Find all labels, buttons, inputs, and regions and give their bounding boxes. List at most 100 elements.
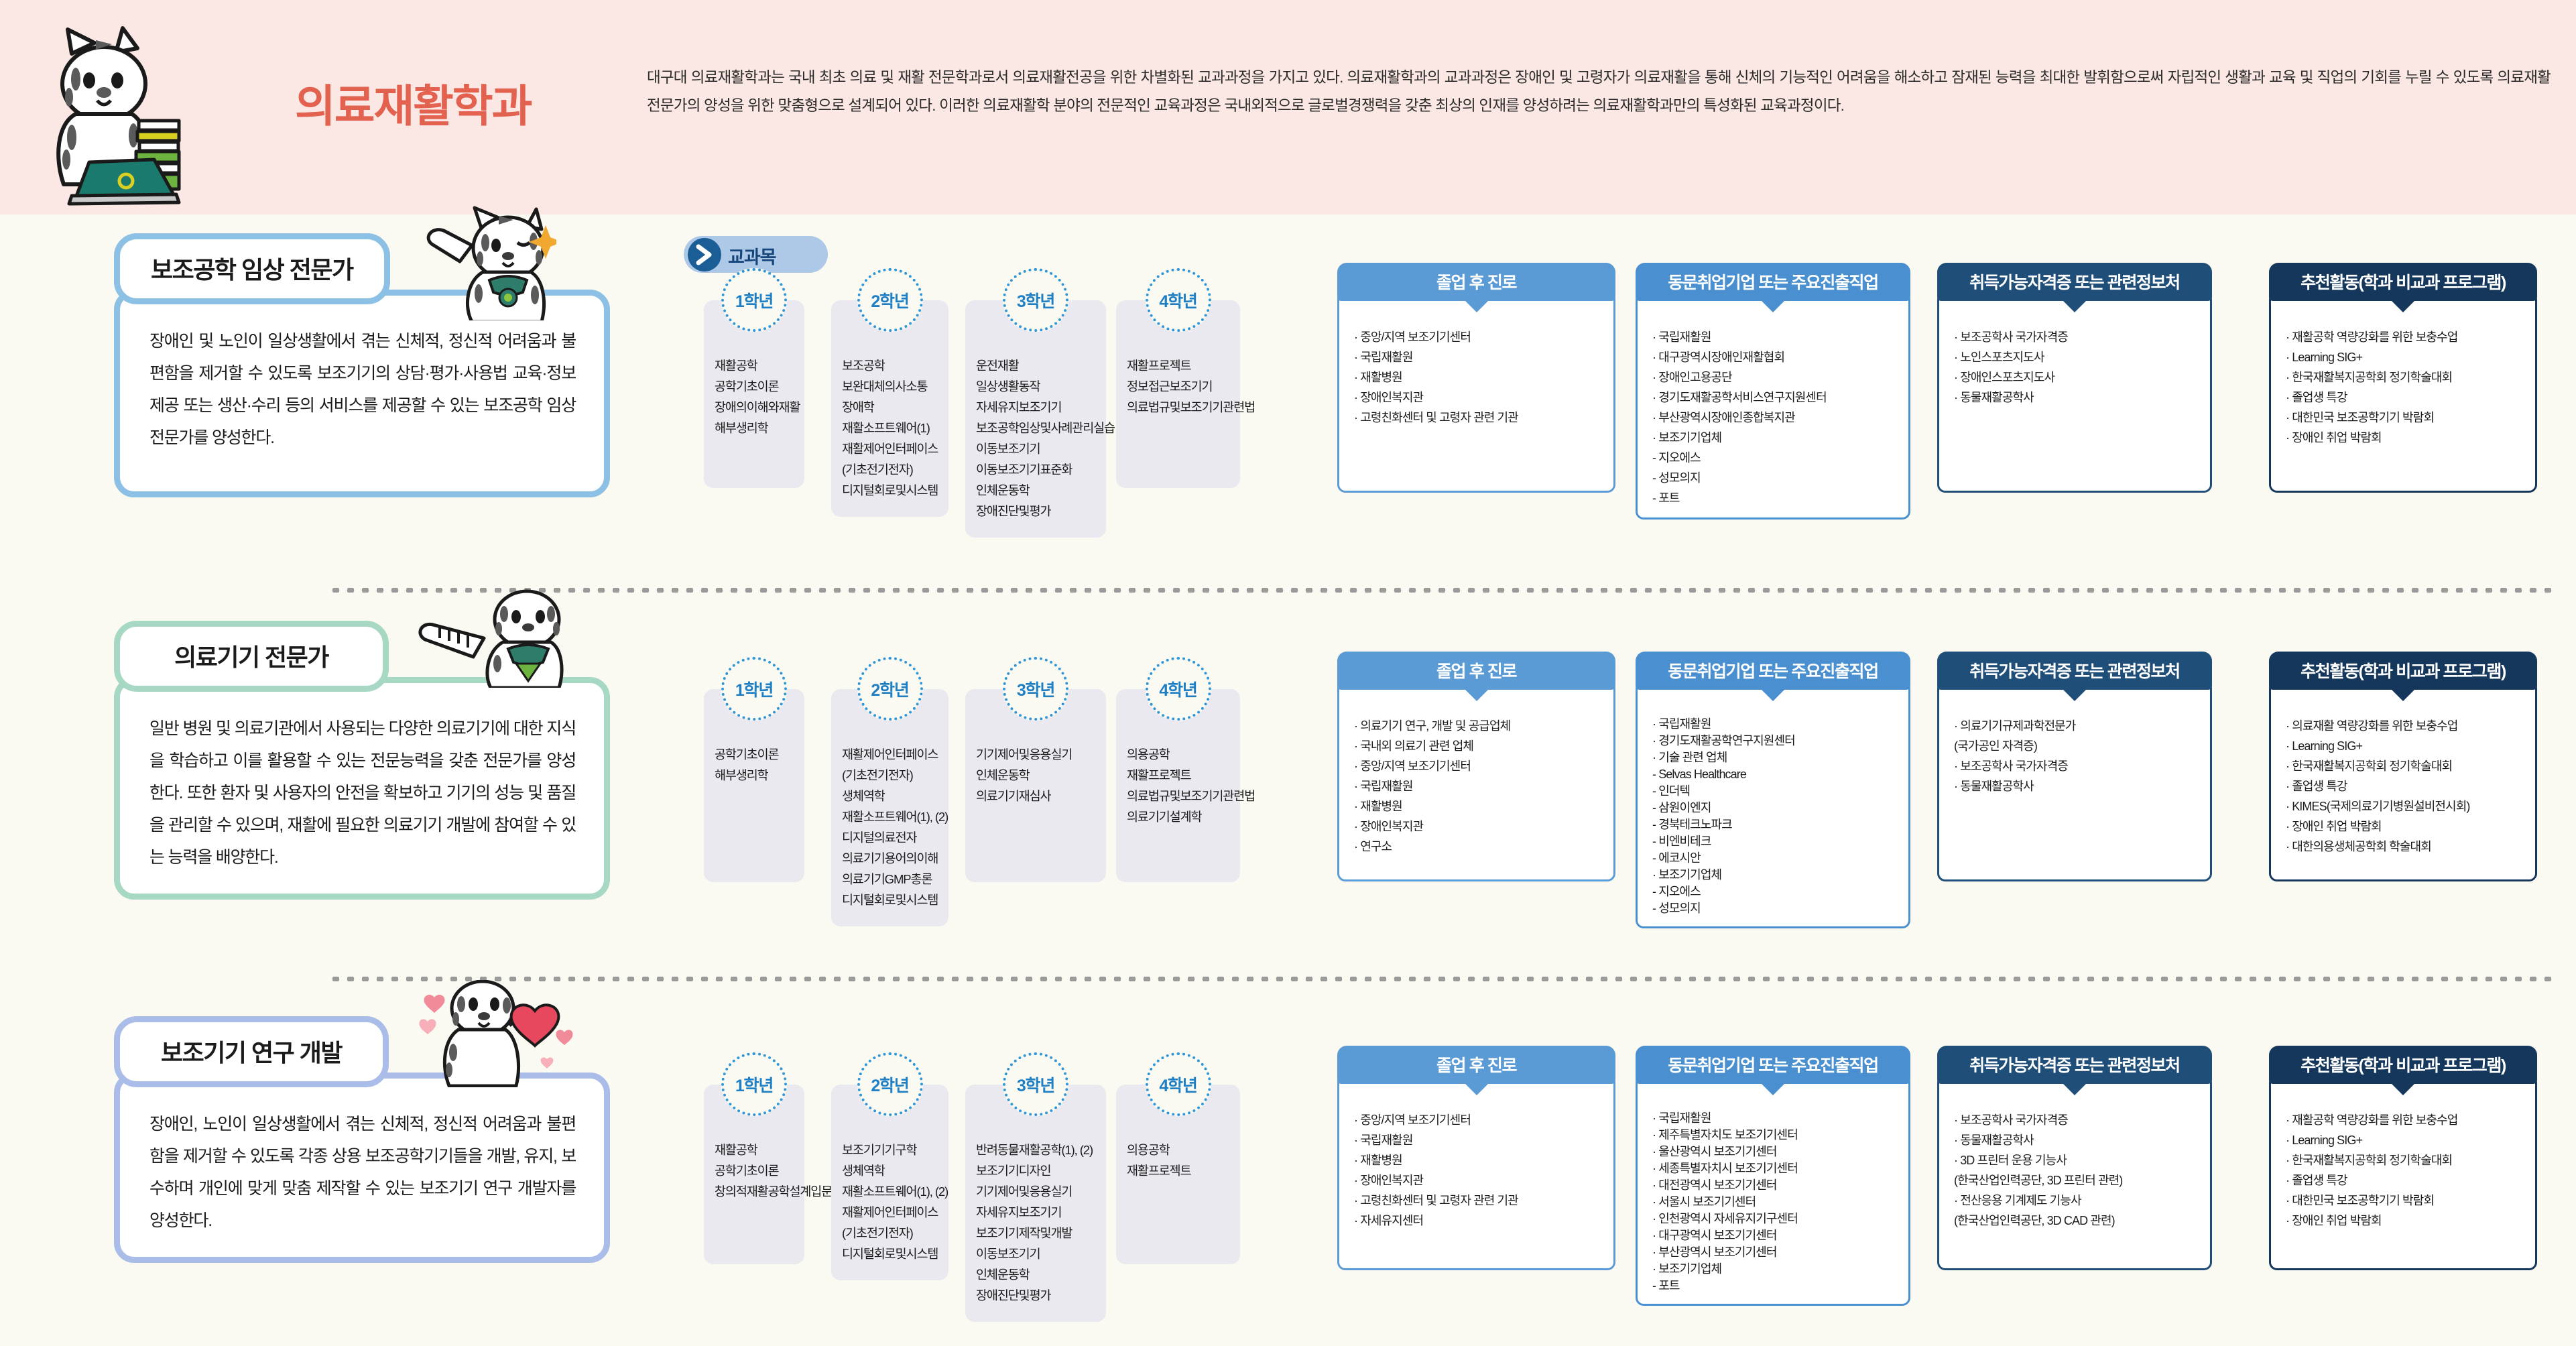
year-badge: 4학년: [1145, 1052, 1211, 1116]
panel-list: · 재활공학 역량강화를 위한 보충수업 · Learning SIG+ · 한국재…: [2286, 327, 2526, 448]
year-badge: 1학년: [721, 657, 787, 721]
course-item: 생체역학: [842, 1164, 885, 1178]
year-badge-label: 3학년: [1016, 292, 1056, 311]
info-item: · 국립재활원: [1652, 1111, 1711, 1125]
track-description-box: 일반 병원 및 의료기관에서 사용되는 다양한 의료기기에 대한 지식을 학습하…: [114, 677, 610, 900]
info-item: - 경북테크노파크: [1652, 818, 1733, 831]
panel-arrow-icon: [1461, 686, 1491, 701]
panel-title: 추천활동(학과 비교과 프로그램): [2269, 652, 2537, 690]
tiger-waving-icon: [402, 200, 562, 324]
year-card: 공학기초이론 해부생리학: [704, 689, 804, 882]
info-item: · 국립재활원: [1354, 1134, 1413, 1147]
year-badge-ellipse: [857, 657, 923, 721]
info-item: · 국내외 의료기 관련 업체: [1354, 739, 1474, 753]
info-item: · 한국재활복지공학회 정기학술대회: [2286, 1154, 2453, 1167]
info-item: · 보조공학사 국가자격증: [1954, 330, 2069, 344]
year-badge: 1학년: [721, 268, 787, 332]
year-badge: 2학년: [857, 657, 923, 721]
panel-title: 졸업 후 진로: [1337, 263, 1615, 301]
year-badge-label: 3학년: [1016, 1076, 1056, 1095]
course-item: 장애의이해와재활: [715, 400, 800, 414]
info-panel-cert: 취득가능자격증 또는 관련정보처 · 의료기기규제과학전문가 (국가공인 자격증…: [1937, 652, 2212, 881]
info-item: · 제주특별자치도 보조기기센터: [1652, 1128, 1798, 1142]
course-item: (기초전기전자): [842, 463, 914, 477]
info-item: · 중앙/지역 보조기기센터: [1354, 1113, 1471, 1127]
panel-body: · 중앙/지역 보조기기센터 · 국립재활원 · 재활병원 · 장애인복지관 · 고령친…: [1337, 1075, 1615, 1270]
year-badge: 2학년: [857, 268, 923, 332]
track-description: 일반 병원 및 의료기관에서 사용되는 다양한 의료기기에 대한 지식을 학습하…: [149, 719, 576, 867]
course-item: 장애학: [842, 400, 875, 414]
year-card: 기기제어및응용실기 인체운동학 의료기기재심사: [965, 689, 1106, 882]
course-list: 의용공학 재활프로젝트: [1116, 1085, 1240, 1197]
info-panel-cert: 취득가능자격증 또는 관련정보처 · 보조공학사 국가자격증 · 노인스포츠지도사…: [1937, 263, 2212, 493]
info-item: · 장애인복지관: [1354, 391, 1424, 404]
year-badge-ellipse: [857, 268, 923, 332]
info-item: · 기술 관련 업체: [1652, 751, 1727, 764]
panel-title: 동문취업기업 또는 주요진출직업: [1636, 263, 1910, 301]
row-divider-1: [328, 588, 2554, 593]
panel-list: · 재활공학 역량강화를 위한 보충수업 · Learning SIG+ · 한국재…: [2286, 1110, 2526, 1231]
info-panel-alumni: 동문취업기업 또는 주요진출직업 · 국립재활원 · 경기도재활공학연구지원센터 ·…: [1636, 652, 1910, 928]
info-item: - 삼원이엔지: [1652, 801, 1711, 814]
year-badge: 3학년: [1003, 657, 1068, 721]
info-item: · 국립재활원: [1354, 780, 1413, 793]
course-item: 보조기기디자인: [976, 1164, 1052, 1178]
course-list: 재활프로젝트 정보접근보조기기 의료법규및보조기기관련법: [1116, 300, 1255, 434]
info-item: - 성모의지: [1652, 902, 1701, 915]
info-panel-cert: 취득가능자격증 또는 관련정보처 · 보조공학사 국가자격증 · 동물재활공학사 ·…: [1937, 1046, 2212, 1270]
info-item: · Learning SIG+: [2286, 1134, 2363, 1147]
info-item: · 졸업생 특강: [2286, 391, 2348, 404]
info-item: · 대구광역시장애인재활협회: [1652, 351, 1785, 364]
info-item: · 졸업생 특강: [2286, 780, 2348, 793]
panel-body: · 보조공학사 국가자격증 · 노인스포츠지도사 · 장애인스포츠지도사 · 동물재활…: [1937, 292, 2212, 493]
course-item: 이동보조기기표준화: [976, 463, 1072, 477]
subject-section-badge: 교과목: [684, 236, 828, 273]
info-item: · 동물재활공학사: [1954, 391, 2034, 404]
year-badge: 3학년: [1003, 1052, 1068, 1116]
panel-arrow-icon: [2388, 298, 2418, 312]
course-item: 인체운동학: [976, 1268, 1030, 1282]
year-badge-ellipse: [1145, 657, 1211, 721]
info-item: · 자세유지센터: [1354, 1214, 1424, 1227]
course-item: 의료기기설계학: [1127, 810, 1203, 824]
course-list: 재활공학 공학기초이론 장애의이해와재활 해부생리학: [704, 300, 804, 454]
info-item: - 지오에스: [1652, 885, 1701, 898]
info-item: · 경기도재활공학연구지원센터: [1652, 734, 1796, 747]
course-item: 해부생리학: [715, 768, 769, 782]
course-item: 의용공학: [1127, 1143, 1170, 1157]
year-badge-label: 2학년: [871, 292, 910, 311]
course-item: 이동보조기기: [976, 442, 1041, 456]
info-item: · 동물재활공학사: [1954, 780, 2034, 793]
course-item: 디지털회로및시스템: [842, 893, 938, 907]
info-item: · 재활병원: [1354, 800, 1403, 813]
panel-body: · 중앙/지역 보조기기센터 · 국립재활원 · 재활병원 · 장애인복지관 · 고령친…: [1337, 292, 1615, 493]
info-item: · 국립재활원: [1652, 717, 1711, 731]
panel-list: · 국립재활원 · 경기도재활공학연구지원센터 · 기술 관련 업체 - Selvas…: [1652, 716, 1899, 917]
info-item: · 대한민국 보조공학기기 박람회: [2286, 411, 2435, 424]
info-panel-career: 졸업 후 진로 · 중앙/지역 보조기기센터 · 국립재활원 · 재활병원 · 장애인…: [1337, 1046, 1615, 1270]
course-list: 보조공학 보완대체의사소통 장애학 재활소프트웨어(1) 재활제어인터페이스 (기초전기전…: [831, 300, 948, 517]
track-description: 장애인, 노인이 일상생활에서 겪는 신체적, 정신적 어려움과 불편함을 제거…: [149, 1115, 576, 1230]
panel-body: · 보조공학사 국가자격증 · 동물재활공학사 · 3D 프린터 운용 기능사 (한…: [1937, 1075, 2212, 1270]
course-list: 의용공학 재활프로젝트 의료법규및보조기기관련법 의료기기설계학: [1116, 689, 1255, 843]
info-item: · 보조기기업체: [1652, 1262, 1722, 1276]
header-description: 대구대 의료재활학과는 국내 최초 의료 및 재활 전문학과로서 의료재활전공을…: [647, 69, 2551, 114]
year-badge-label: 2학년: [871, 680, 910, 700]
course-item: 재활제어인터페이스: [842, 1205, 938, 1219]
panel-arrow-icon: [2060, 1081, 2089, 1095]
panel-title: 추천활동(학과 비교과 프로그램): [2269, 263, 2537, 301]
course-item: 일상생활동작: [976, 379, 1041, 393]
panel-arrow-icon: [1461, 298, 1491, 312]
info-panel-activity: 추천활동(학과 비교과 프로그램) · 재활공학 역량강화를 위한 보충수업 · …: [2269, 263, 2537, 493]
year-badge-label: 2학년: [871, 1076, 910, 1095]
panel-title: 동문취업기업 또는 주요진출직업: [1636, 1046, 1910, 1084]
year-card: 보조기기기구학 생체역학 재활소프트웨어(1), (2) 재활제어인터페이스 (기초전기…: [831, 1085, 948, 1280]
panel-body: · 국립재활원 · 제주특별자치도 보조기기센터 · 울산광역시 보조기기센터 · 세…: [1636, 1075, 1910, 1306]
year-badge: 4학년: [1145, 657, 1211, 721]
info-item: - 에코시안: [1652, 851, 1701, 865]
tiger-heart-icon: [416, 979, 576, 1091]
course-list: 공학기초이론 해부생리학: [704, 689, 804, 802]
info-panel-activity: 추천활동(학과 비교과 프로그램) · 재활공학 역량강화를 위한 보충수업 · …: [2269, 1046, 2537, 1270]
info-item: · 의료재활 역량강화를 위한 보충수업: [2286, 719, 2458, 733]
info-item: · 보조기기업체: [1652, 431, 1722, 444]
